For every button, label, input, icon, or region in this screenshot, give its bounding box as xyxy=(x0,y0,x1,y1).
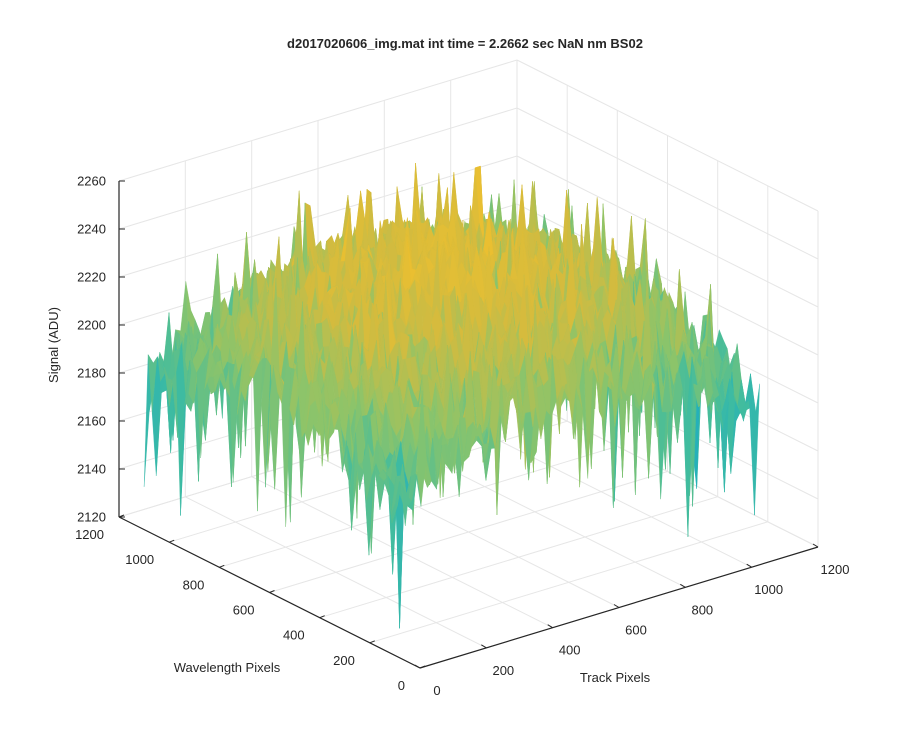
y-tick-mark xyxy=(118,514,125,518)
grid-line xyxy=(118,59,518,182)
y-tick-label: 0 xyxy=(398,678,405,693)
surface-mesh xyxy=(143,162,760,629)
x-tick-mark xyxy=(613,604,620,608)
z-tick-label: 2120 xyxy=(77,510,106,525)
z-tick-label: 2240 xyxy=(77,222,106,237)
x-tick-mark xyxy=(812,543,819,548)
grid-line xyxy=(219,445,618,568)
axes: 2120 2140 2160 2180 2200 2220 2240 2260 0 200 400 6… xyxy=(75,174,849,699)
z-axis-label: Signal (ADU) xyxy=(46,307,61,383)
x-tick-mark xyxy=(481,644,487,649)
y-tick-label: 600 xyxy=(233,603,255,618)
y-tick-mark xyxy=(169,539,175,543)
x-tick-label: 1200 xyxy=(821,562,850,577)
x-tick-label: 400 xyxy=(559,643,581,658)
grid-line xyxy=(319,496,718,619)
y-tick-label: 800 xyxy=(183,577,205,592)
y-tick-label: 1200 xyxy=(75,527,104,542)
surface-patch xyxy=(253,357,263,512)
z-tick-label: 2140 xyxy=(77,462,106,477)
chart-title: d2017020606_img.mat int time = 2.2662 se… xyxy=(287,36,643,51)
grid-line xyxy=(516,107,819,260)
x-tick-label: 200 xyxy=(492,663,514,678)
grid-line xyxy=(516,155,819,308)
grid-line xyxy=(118,155,518,278)
z-tick-label: 2260 xyxy=(77,174,106,189)
y-axis-label: Wavelength Pixels xyxy=(174,660,281,675)
x-tick-label: 0 xyxy=(433,683,440,698)
y-tick-label: 200 xyxy=(333,653,355,668)
x-tick-mark xyxy=(680,583,686,588)
z-tick-label: 2200 xyxy=(77,318,106,333)
x-axis-label: Track Pixels xyxy=(580,670,651,685)
grid-line xyxy=(516,59,819,212)
x-tick-label: 800 xyxy=(691,602,713,617)
y-tick-mark xyxy=(319,615,325,619)
z-tick-label: 2220 xyxy=(77,270,106,285)
grid-line xyxy=(369,521,768,644)
grid-line xyxy=(118,107,518,230)
x-tick-label: 600 xyxy=(625,623,647,638)
z-tick-label: 2180 xyxy=(77,366,106,381)
x-tick-mark xyxy=(547,624,553,629)
y-tick-mark xyxy=(219,564,225,568)
x-tick-label: 1000 xyxy=(754,582,783,597)
y-tick-mark xyxy=(369,640,375,644)
surface-patch xyxy=(390,475,401,515)
x-tick-mark xyxy=(746,563,752,568)
y-tick-mark xyxy=(269,590,275,593)
x-tick-mark xyxy=(414,664,421,669)
y-tick-label: 1000 xyxy=(125,552,154,567)
z-tick-label: 2160 xyxy=(77,414,106,429)
grid-line xyxy=(269,471,668,593)
y-tick-label: 400 xyxy=(283,628,305,643)
